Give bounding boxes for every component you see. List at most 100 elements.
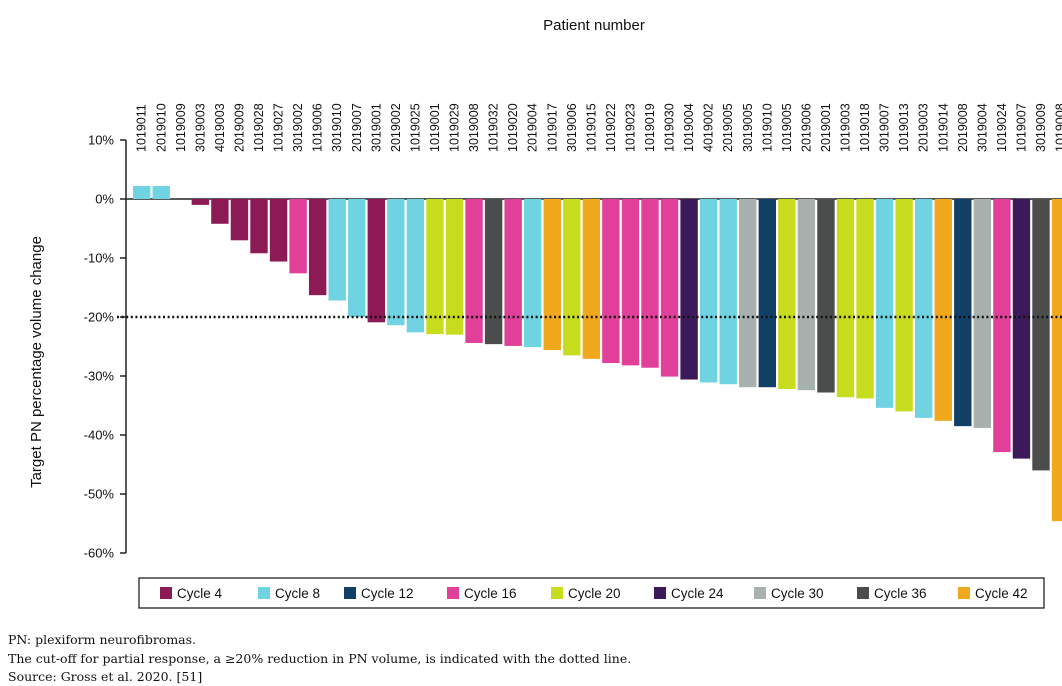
y-tick-label: -30%	[84, 369, 115, 384]
x-tick-label: 1019030	[663, 103, 677, 152]
bar-1019018	[856, 199, 874, 399]
footnote-cutoff: The cut-off for partial response, a ≥20%…	[8, 651, 632, 666]
x-tick-label: 1019006	[311, 103, 325, 152]
x-tick-label: 1019013	[897, 103, 911, 152]
x-tick-label: 3019008	[467, 103, 481, 152]
bar-4019003	[211, 199, 229, 224]
x-tick-label: 1019010	[760, 103, 774, 152]
x-tick-label: 2019009	[232, 103, 246, 152]
bar-1019011	[133, 186, 151, 199]
chart-title: Patient number	[543, 17, 645, 34]
x-tick-label: 3019002	[291, 103, 305, 152]
x-tick-label: 1019019	[643, 103, 657, 152]
y-tick-label: -40%	[84, 428, 115, 443]
bar-3019005	[739, 199, 757, 388]
bar-3019004	[973, 199, 992, 428]
x-tick-label: 3019005	[741, 103, 755, 152]
x-tick-label: 2019006	[799, 103, 813, 152]
bar-3019007	[875, 199, 894, 408]
bar-1019008	[1051, 199, 1062, 522]
x-tick-label: 3019004	[975, 103, 989, 152]
x-tick-label: 2019002	[389, 103, 403, 152]
x-tick-label: 3019009	[1034, 103, 1048, 152]
footnote-source: Source: Gross et al. 2020. [51]	[8, 669, 203, 684]
bar-4019002	[699, 199, 718, 383]
x-tick-label: 1019001	[428, 103, 442, 152]
legend-label: Cycle 16	[464, 586, 517, 601]
bar-1019003	[836, 199, 855, 398]
x-tick-label: 2019008	[956, 103, 970, 152]
x-tick-label: 3019003	[193, 103, 207, 152]
x-tick-label: 1019005	[780, 103, 794, 152]
x-tick-label: 2019003	[917, 103, 931, 152]
bar-2019007	[348, 199, 366, 317]
bar-3019008	[465, 199, 483, 343]
x-tick-label: 1019025	[408, 103, 422, 152]
bar-1019022	[602, 199, 620, 364]
bar-1019029	[445, 199, 464, 335]
x-tick-label: 1019024	[995, 103, 1009, 152]
x-tick-label: 1019032	[487, 103, 501, 152]
legend-swatch-cycle-42	[958, 587, 970, 599]
x-tick-label: 4019002	[702, 103, 716, 152]
bar-3019006	[563, 199, 581, 356]
bar-2019002	[387, 199, 405, 326]
x-tick-label: 1019015	[584, 103, 598, 152]
bar-2019006	[797, 199, 816, 391]
x-tick-label: 1019008	[1054, 103, 1062, 152]
x-tick-label: 1019023	[623, 103, 637, 152]
x-tick-label: 4019003	[213, 103, 227, 152]
legend-label: Cycle 24	[671, 586, 724, 601]
x-tick-label: 1019028	[252, 103, 266, 152]
x-tick-label: 2019010	[154, 103, 168, 152]
bar-1019010	[758, 199, 776, 388]
bar-2019005	[719, 199, 737, 385]
bar-3019010	[328, 199, 346, 301]
bars-group	[133, 186, 1062, 522]
legend-label: Cycle 12	[361, 586, 414, 601]
legend-swatch-cycle-20	[551, 587, 563, 599]
y-tick-label: -60%	[84, 546, 115, 561]
legend-swatch-cycle-12	[344, 587, 356, 599]
bar-1019007	[1012, 199, 1031, 459]
x-tick-label: 1019004	[682, 103, 696, 152]
footnote-abbreviation: PN: plexiform neurofibromas.	[8, 632, 197, 647]
x-tick-label: 3019007	[878, 103, 892, 152]
bar-3019002	[289, 199, 307, 274]
x-tick-label: 3019006	[565, 103, 579, 152]
x-tick-label: 3019001	[369, 103, 383, 152]
x-tick-label: 1019014	[936, 103, 950, 152]
bar-1019005	[778, 199, 796, 389]
bar-1019013	[895, 199, 913, 412]
bar-2019003	[915, 199, 933, 418]
bar-2019010	[152, 186, 170, 199]
bar-1019027	[269, 199, 288, 262]
x-tick-label: 1019009	[174, 103, 188, 152]
bar-3019001	[367, 199, 385, 323]
y-tick-label: 10%	[88, 133, 114, 148]
bar-1019019	[641, 199, 659, 368]
legend-swatch-cycle-30	[754, 587, 766, 599]
bar-1019015	[582, 199, 601, 359]
x-tick-label: 1019018	[858, 103, 872, 152]
legend: Cycle 4 Cycle 8 Cycle 12 Cycle 16 Cycle 20 Cy…	[138, 577, 1045, 609]
legend-label: Cycle 42	[975, 586, 1028, 601]
x-tick-label: 1019029	[448, 103, 462, 152]
bar-2019008	[954, 199, 972, 427]
x-tick-label: 1019022	[604, 103, 618, 152]
bar-1019024	[993, 199, 1011, 453]
bar-1019032	[484, 199, 503, 345]
bar-1019028	[250, 199, 268, 254]
bar-1019014	[934, 199, 952, 421]
legend-label: Cycle 4	[177, 586, 223, 601]
x-tick-label: 2019004	[526, 103, 540, 152]
y-tick-label: -20%	[84, 310, 115, 325]
y-axis-label: Target PN percentage volume change	[28, 236, 45, 488]
bar-1019025	[406, 199, 425, 333]
y-tick-label: -50%	[84, 487, 115, 502]
x-tick-label: 2019001	[819, 103, 833, 152]
x-tick-labels: 1019011 2019010 1019009 3019003 4019003 20190…	[135, 103, 1062, 152]
chart-svg: Patient number Target PN percentage volu…	[28, 17, 1062, 609]
legend-swatch-cycle-8	[258, 587, 270, 599]
